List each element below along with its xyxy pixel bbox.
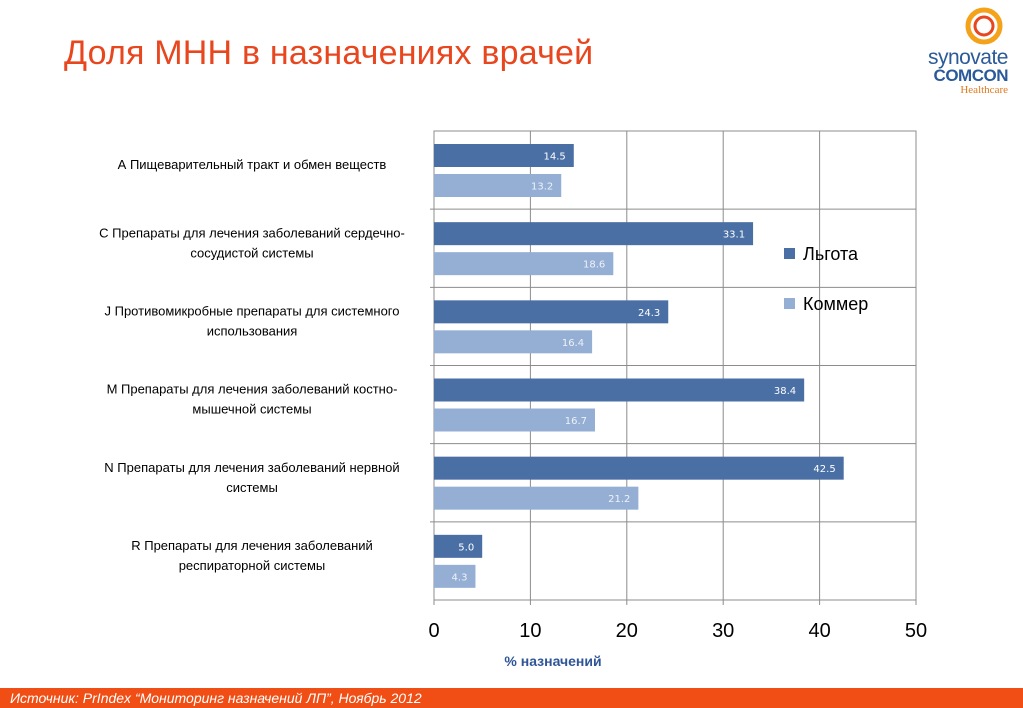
bar-lgota	[434, 222, 754, 246]
data-label: 4.3	[452, 572, 468, 583]
x-tick-label: 20	[616, 620, 638, 642]
category-label: сосудистой системы	[190, 245, 313, 260]
category-label: M Препараты для лечения заболеваний кост…	[107, 382, 398, 397]
category-label: R Препараты для лечения заболеваний	[131, 538, 373, 553]
bar-lgota	[434, 456, 844, 480]
data-label: 21.2	[608, 494, 630, 505]
category-label: респираторной системы	[179, 558, 326, 573]
bar-lgota	[434, 300, 669, 324]
x-tick-label: 30	[712, 620, 734, 642]
bar-kommer	[434, 252, 614, 276]
x-tick-label: 0	[428, 620, 439, 642]
category-label: мышечной системы	[192, 402, 311, 417]
legend-label: Коммер	[803, 294, 868, 314]
data-label: 13.2	[531, 182, 553, 193]
category-label: J Противомикробные препараты для системн…	[104, 303, 399, 318]
bar-kommer	[434, 174, 562, 197]
bar-kommer	[434, 564, 476, 588]
data-label: 42.5	[813, 464, 835, 475]
category-label: А Пищеварительный тракт и обмен веществ	[118, 157, 387, 172]
data-label: 33.1	[723, 230, 745, 241]
x-tick-label: 40	[808, 620, 830, 642]
data-label: 18.6	[583, 260, 605, 271]
data-label: 38.4	[774, 386, 796, 397]
data-label: 16.4	[562, 338, 584, 349]
data-label: 5.0	[458, 542, 474, 553]
bar-kommer	[434, 330, 593, 354]
logo-line-comcon: COMCON	[933, 66, 1009, 85]
x-tick-label: 50	[905, 620, 927, 642]
bar-lgota	[434, 144, 574, 167]
bar-lgota	[434, 378, 805, 402]
legend-label: Льгота	[803, 244, 859, 264]
synovate-comcon-logo: synovate COMCON Healthcare	[898, 6, 1016, 98]
legend-swatch	[784, 248, 795, 259]
source-note: Источник: PrIndex “Мониторинг назначений…	[10, 690, 422, 706]
footer-bar: Источник: PrIndex “Мониторинг назначений…	[0, 688, 1023, 708]
category-label: системы	[226, 480, 278, 495]
logo-ring-icon	[965, 7, 1003, 45]
bar-kommer	[434, 408, 595, 432]
data-label: 14.5	[544, 152, 566, 163]
bar-lgota	[434, 534, 483, 558]
data-label: 24.3	[638, 308, 660, 319]
category-label: N Препараты для лечения заболеваний нерв…	[104, 460, 399, 475]
page-title: Доля МНН в назначениях врачей	[64, 34, 594, 72]
legend-swatch	[784, 298, 795, 309]
bar-kommer	[434, 486, 639, 510]
category-label: С Препараты для лечения заболеваний серд…	[99, 225, 405, 240]
logo-line-healthcare: Healthcare	[960, 84, 1008, 96]
data-label: 16.7	[565, 416, 587, 427]
category-label: использования	[207, 323, 298, 338]
logo-line-synovate: synovate	[927, 46, 1009, 69]
x-axis-title: % назначений	[504, 653, 601, 669]
bar-chart: 0 10 20 30 40 50 14.5 13.2 А Пищеварительный тра…	[99, 130, 927, 669]
x-tick-label: 10	[519, 620, 541, 642]
